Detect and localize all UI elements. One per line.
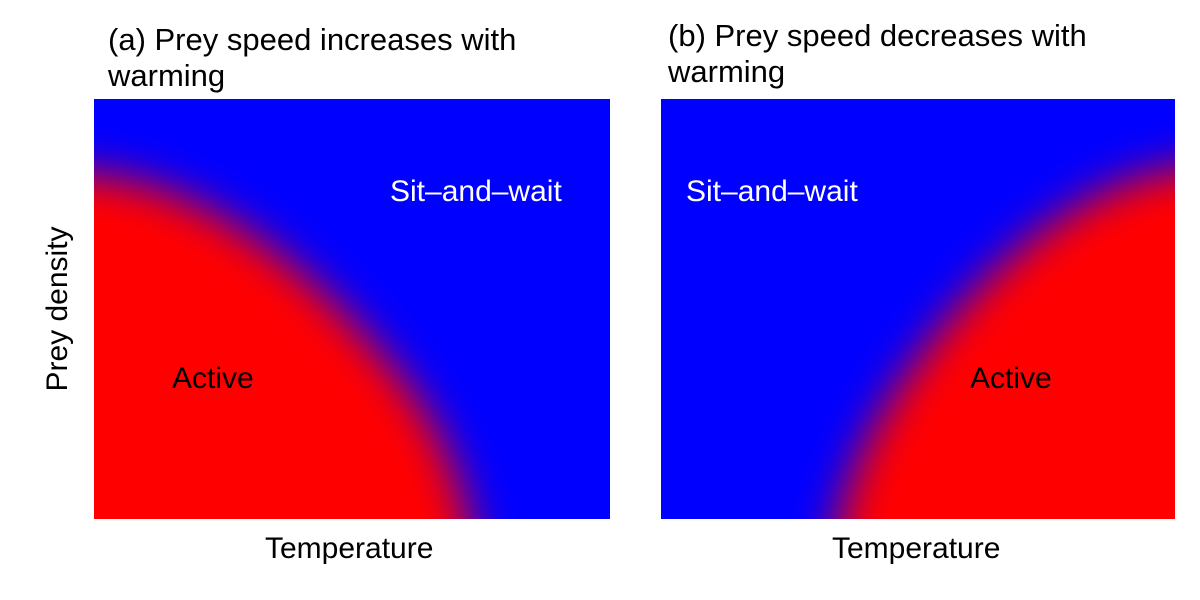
panel-b-sit-and-wait-label: Sit–and–wait xyxy=(686,175,858,208)
panel-b-active-label: Active xyxy=(970,362,1052,395)
panel-b-xlabel: Temperature xyxy=(832,532,1001,565)
panel-a-heatmap xyxy=(94,99,610,519)
panel-b-heatmap xyxy=(661,99,1175,519)
panel-b-active-area xyxy=(839,169,1175,519)
panel-a-xlabel: Temperature xyxy=(265,532,434,565)
panel-a-title: (a) Prey speed increases with warming xyxy=(108,22,517,93)
panel-a-sit-and-wait-label: Sit–and–wait xyxy=(390,175,562,208)
panel-a-active-label: Active xyxy=(172,362,254,395)
panel-b-title: (b) Prey speed decreases with warming xyxy=(668,18,1087,89)
panel-a-ylabel: Prey density xyxy=(41,226,74,392)
panel-a-active-area xyxy=(94,174,470,519)
